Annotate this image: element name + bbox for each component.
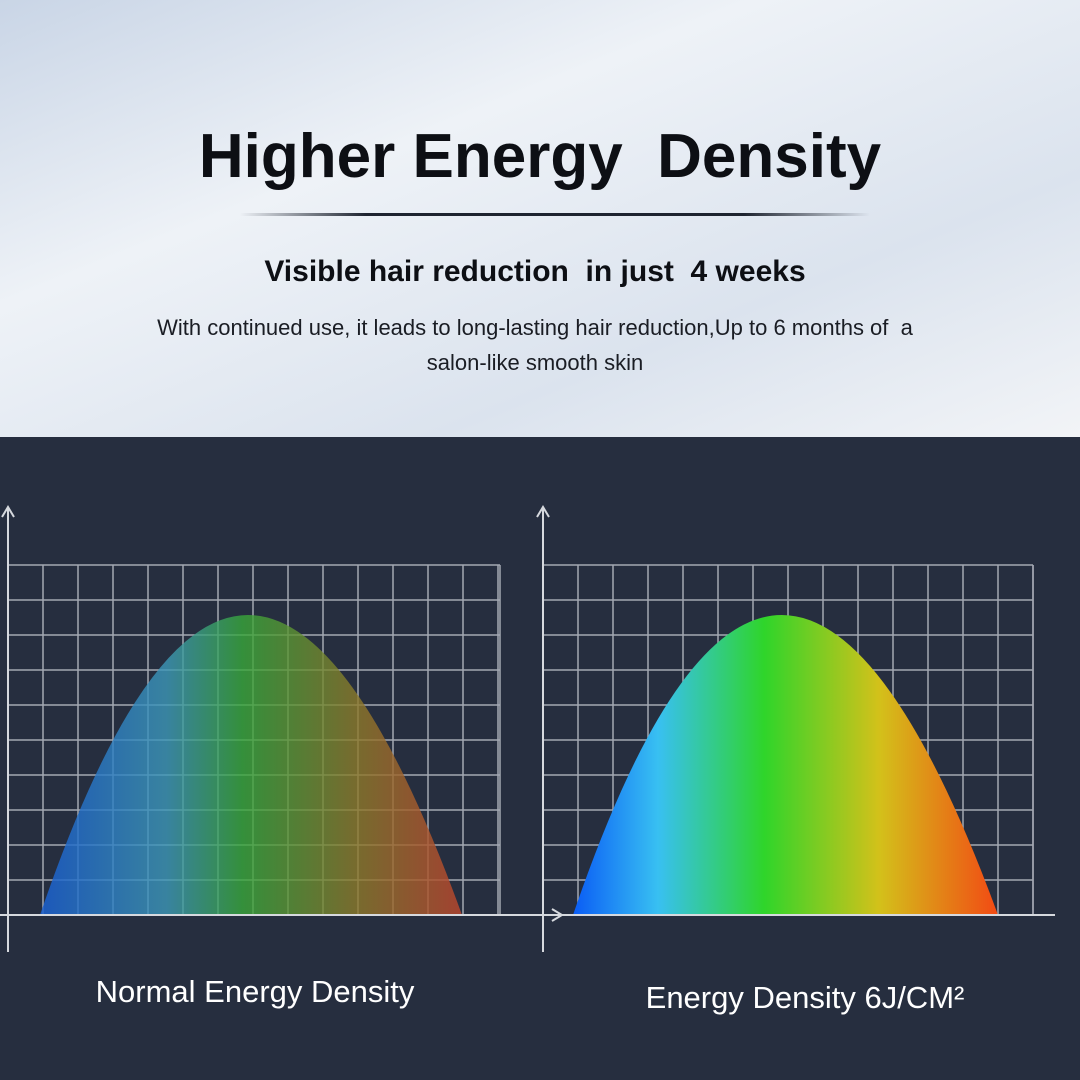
description-line: With continued use, it leads to long-las… — [157, 315, 914, 340]
y-axis — [1, 505, 15, 952]
chart-label: Normal Energy Density — [96, 974, 415, 1009]
description-line: salon-like smooth skin — [427, 350, 643, 375]
title: Higher Energy Density — [199, 122, 882, 191]
normal-curve — [40, 615, 462, 915]
subtitle: Visible hair reduction in just 4 weeks — [264, 255, 805, 288]
divider — [240, 213, 870, 216]
chart-label: Energy Density 6J/CM² — [646, 980, 965, 1015]
sky-background — [0, 0, 1080, 437]
axes — [0, 505, 1055, 952]
high-curve — [573, 615, 998, 915]
y-axis — [536, 505, 550, 952]
